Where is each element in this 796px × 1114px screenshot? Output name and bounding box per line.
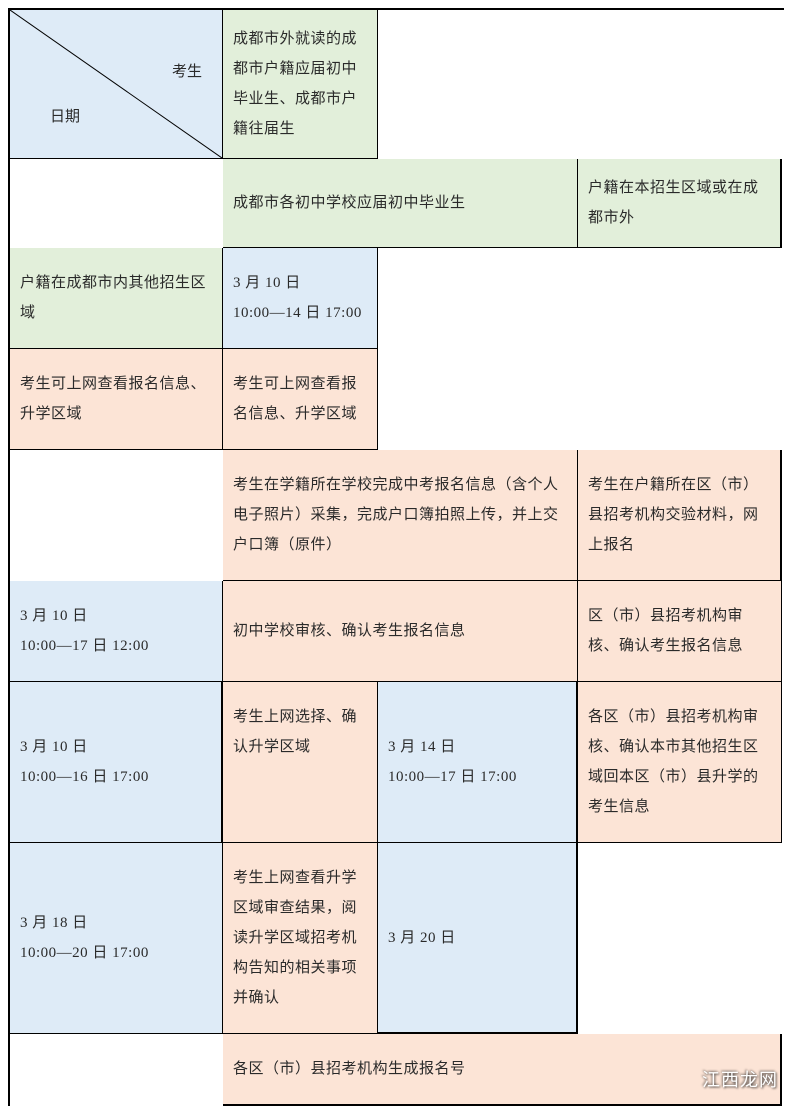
date-line2: 10:00—17 日 12:00 <box>20 631 149 661</box>
header-label-bottom: 日期 <box>50 105 80 126</box>
date-cell: 3 月 14 日 10:00—17 日 17:00 <box>378 682 578 843</box>
date-line1: 3 月 18 日 <box>20 908 88 938</box>
header-diagonal-cell: 考生 日期 <box>10 10 223 159</box>
header-col-c: 成都市外就读的成都市户籍应届初中毕业生、成都市户籍往届生 <box>223 10 378 159</box>
date-cell: 3 月 20 日 <box>378 843 578 1034</box>
date-line1: 3 月 10 日 <box>20 732 88 762</box>
header-top-span: 成都市各初中学校应届初中毕业生 <box>223 159 578 248</box>
body-cell: 初中学校审核、确认考生报名信息 <box>223 581 578 682</box>
body-cell-full: 各区（市）县招考机构生成报名号 <box>223 1034 782 1106</box>
body-cell: 各区（市）县招考机构审核、确认本市其他招生区域回本区（市）县升学的考生信息 <box>578 682 782 843</box>
date-cell: 3 月 10 日 10:00—14 日 17:00 <box>223 248 378 349</box>
date-line2: 10:00—14 日 17:00 <box>233 298 362 328</box>
date-line2: 10:00—20 日 17:00 <box>20 938 149 968</box>
header-col-b: 户籍在成都市内其他招生区域 <box>10 248 223 349</box>
date-line1: 3 月 10 日 <box>20 601 88 631</box>
schedule-table: 考生 日期 成都市各初中学校应届初中毕业生 成都市外就读的成都市户籍应届初中毕业… <box>8 8 784 1106</box>
diagonal-line <box>10 10 222 158</box>
date-cell: 3 月 10 日 10:00—17 日 12:00 <box>10 581 223 682</box>
body-cell-merged-a: 考生可上网查看报名信息、升学区域 <box>10 349 223 450</box>
date-cell: 3 月 10 日 10:00—16 日 17:00 <box>10 682 223 843</box>
date-line1: 3 月 14 日 <box>388 732 456 762</box>
body-cell: 考生在学籍所在学校完成中考报名信息（含个人电子照片）采集，完成户口簿拍照上传，并… <box>223 450 578 581</box>
body-cell-merged-c: 考生可上网查看报名信息、升学区域 <box>223 349 378 450</box>
date-cell: 3 月 18 日 10:00—20 日 17:00 <box>10 843 223 1034</box>
date-line1: 3 月 10 日 <box>233 268 301 298</box>
body-cell: 考生在户籍所在区（市）县招考机构交验材料，网上报名 <box>578 450 782 581</box>
date-line2: 10:00—17 日 17:00 <box>388 762 517 792</box>
body-cell: 考生上网选择、确认升学区域 <box>223 682 378 843</box>
header-col-a: 户籍在本招生区域或在成都市外 <box>578 159 782 248</box>
date-line2: 10:00—16 日 17:00 <box>20 762 149 792</box>
body-cell: 考生上网查看升学区域审查结果，阅读升学区域招考机构告知的相关事项并确认 <box>223 843 378 1034</box>
body-cell: 区（市）县招考机构审核、确认考生报名信息 <box>578 581 782 682</box>
date-line1: 3 月 20 日 <box>388 923 456 953</box>
header-label-top: 考生 <box>172 60 202 81</box>
